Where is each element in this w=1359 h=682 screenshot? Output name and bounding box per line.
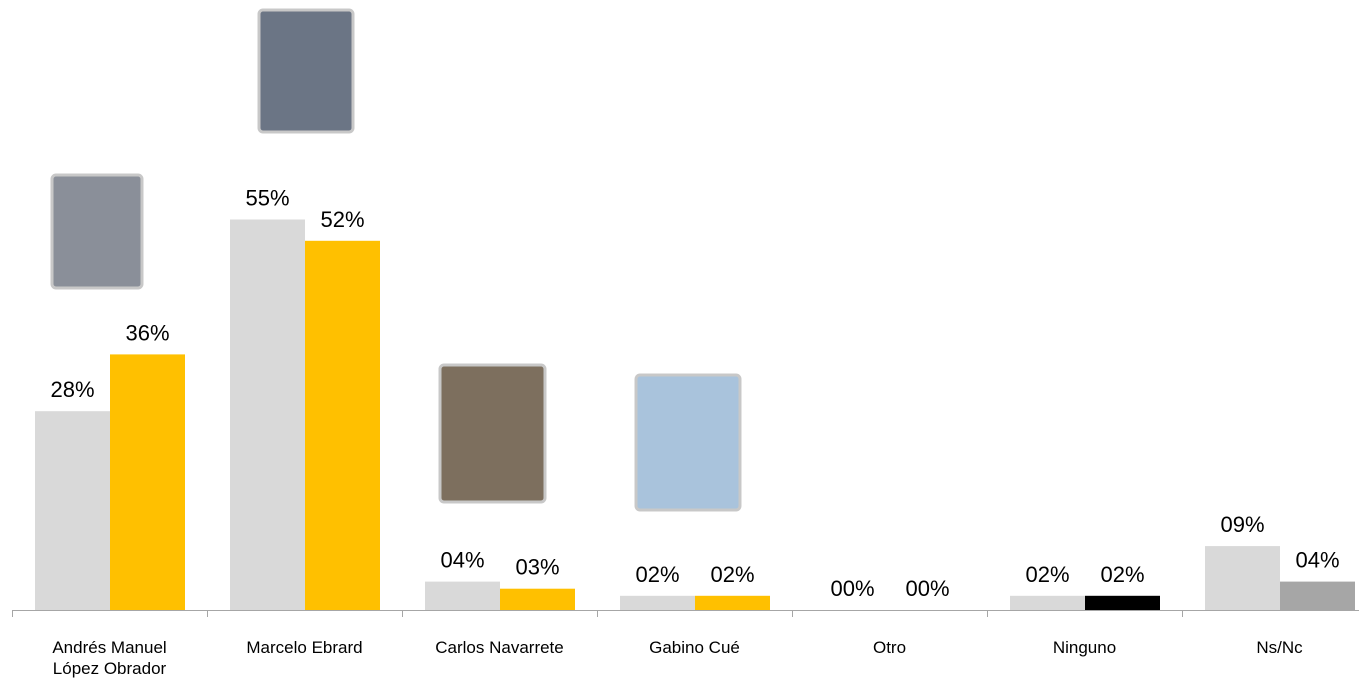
bar xyxy=(110,354,185,610)
x-tick-label: Ns/Nc xyxy=(1256,638,1303,657)
x-tick-label: Carlos Navarrete xyxy=(435,638,564,657)
value-label: 03% xyxy=(515,555,559,580)
value-label: 00% xyxy=(905,576,949,601)
value-label: 00% xyxy=(830,576,874,601)
value-label: 04% xyxy=(440,548,484,573)
bar xyxy=(500,588,575,610)
value-label: 55% xyxy=(245,186,289,211)
x-tick-label: Andrés Manuel López Obrador xyxy=(52,638,167,678)
bar xyxy=(425,581,500,610)
candidate-photos xyxy=(50,8,742,512)
value-label: 28% xyxy=(50,377,94,402)
x-tick-label: Marcelo Ebrard xyxy=(246,638,363,657)
photo xyxy=(634,373,742,512)
bar xyxy=(1280,581,1355,610)
value-label: 04% xyxy=(1295,548,1339,573)
value-label: 02% xyxy=(1025,562,1069,587)
photo xyxy=(438,363,547,504)
value-label: 02% xyxy=(710,562,754,587)
bar xyxy=(1010,595,1085,610)
photo xyxy=(257,8,355,134)
bar xyxy=(230,219,305,610)
bar xyxy=(695,595,770,610)
bar xyxy=(1085,595,1160,610)
x-tick-label: Gabino Cué xyxy=(649,638,740,657)
value-label: 52% xyxy=(320,207,364,232)
bar xyxy=(620,595,695,610)
value-label: 09% xyxy=(1220,512,1264,537)
x-tick-label: Ninguno xyxy=(1052,638,1117,657)
value-label: 02% xyxy=(635,562,679,587)
bar xyxy=(305,240,380,611)
value-label: 02% xyxy=(1100,562,1144,587)
x-tick-label: Otro xyxy=(872,638,907,657)
photo xyxy=(50,173,144,290)
value-label: 36% xyxy=(125,320,169,345)
bar xyxy=(1205,546,1280,610)
bar xyxy=(35,411,110,610)
